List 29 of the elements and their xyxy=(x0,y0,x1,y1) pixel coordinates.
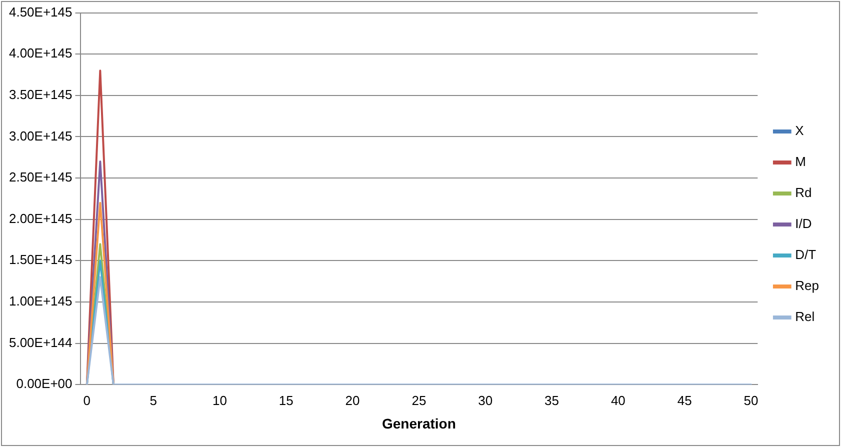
y-tick-label: 2.50E+145 xyxy=(8,170,72,185)
x-tick-label: 0 xyxy=(83,392,91,408)
y-tick-label: 4.50E+145 xyxy=(8,4,72,20)
legend-label: M xyxy=(795,154,806,170)
y-tick-label: 1.50E+145 xyxy=(8,252,72,268)
x-tick-label: 35 xyxy=(544,392,560,408)
y-tick-label: 4.00E+145 xyxy=(8,46,72,61)
x-tick-label: 20 xyxy=(345,392,360,408)
y-tick-label: 3.00E+145 xyxy=(8,128,72,144)
legend-label: Rep xyxy=(795,278,820,294)
x-tick-label: 40 xyxy=(610,392,626,408)
x-tick-label: 30 xyxy=(478,392,493,408)
y-tick-label: 5.00E+144 xyxy=(8,334,72,350)
legend-label: X xyxy=(795,123,804,138)
y-tick-label: 0.00E+00 xyxy=(16,376,72,392)
y-tick-label: 1.00E+145 xyxy=(8,294,72,309)
legend-label: Rd xyxy=(795,185,812,200)
x-tick-label: 50 xyxy=(744,392,758,408)
legend-label: D/T xyxy=(795,247,816,262)
y-tick-label: 3.50E+145 xyxy=(8,87,72,102)
x-tick-label: 5 xyxy=(150,392,157,408)
x-axis-title: Generation xyxy=(382,415,456,432)
x-tick-label: 10 xyxy=(212,392,227,408)
legend-label: Rel xyxy=(795,309,815,324)
x-tick-label: 15 xyxy=(278,392,294,408)
x-tick-label: 45 xyxy=(677,392,692,408)
x-tick-label: 25 xyxy=(412,392,426,408)
legend-label: I/D xyxy=(795,216,812,232)
y-tick-label: 2.00E+145 xyxy=(8,210,72,226)
